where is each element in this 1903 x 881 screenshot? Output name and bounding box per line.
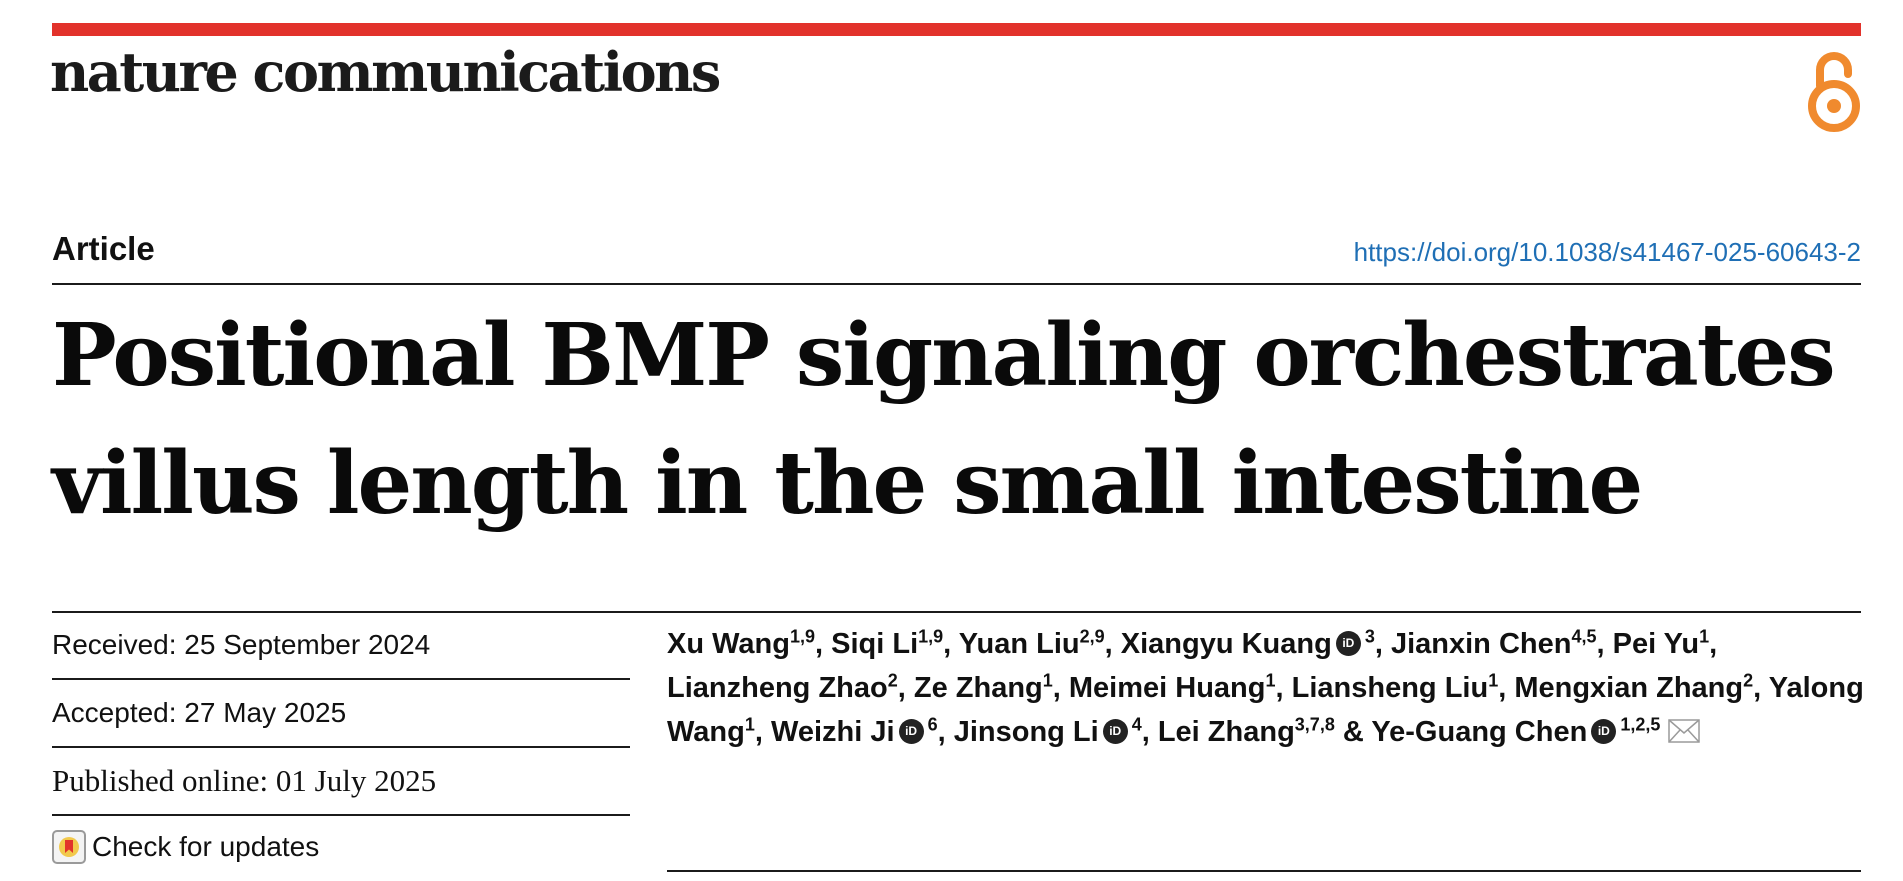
received-date: Received: 25 September 2024: [52, 612, 630, 680]
author-name[interactable]: Ze Zhang: [913, 672, 1043, 704]
author-separator: ,: [943, 628, 959, 660]
affiliation-marker: 2: [1743, 670, 1754, 691]
affiliation-marker: 2,9: [1079, 626, 1105, 647]
open-access-icon: [1808, 52, 1860, 132]
affiliation-marker: 2: [887, 670, 898, 691]
title-rule: [52, 283, 1861, 285]
author-name[interactable]: Mengxian Zhang: [1514, 672, 1744, 704]
author-separator: ,: [1753, 672, 1769, 704]
author-name[interactable]: Jinsong Li: [953, 716, 1099, 748]
affiliation-marker: 1: [744, 714, 755, 735]
affiliation-marker: 1,9: [789, 626, 815, 647]
author-separator: ,: [897, 672, 914, 704]
affiliation-marker: 4,5: [1571, 626, 1597, 647]
author-name[interactable]: Liansheng Liu: [1291, 672, 1489, 704]
affiliation-marker: 1,2,5: [1620, 714, 1661, 735]
author-name[interactable]: Lianzheng Zhao: [667, 672, 888, 704]
author-separator: ,: [754, 716, 771, 748]
author-name[interactable]: Yuan Liu: [958, 628, 1080, 660]
title-line-2: villus length in the small intestine: [52, 433, 1643, 534]
article-type: Article: [52, 230, 155, 267]
affiliation-marker: 4: [1131, 714, 1142, 735]
doi-link[interactable]: https://doi.org/10.1038/s41467-025-60643…: [1353, 237, 1861, 267]
check-for-updates-icon: [52, 830, 86, 864]
author-name[interactable]: Siqi Li: [831, 628, 919, 660]
author-name[interactable]: Pei Yu: [1612, 628, 1700, 660]
affiliation-marker: 1: [1488, 670, 1499, 691]
author-name[interactable]: Jianxin Chen: [1390, 628, 1572, 660]
published-date: Published online: 01 July 2025: [52, 748, 630, 816]
article-title: Positional BMP signaling orchestrates vi…: [52, 292, 1872, 548]
affiliation-marker: 6: [927, 714, 938, 735]
author-separator: ,: [1141, 716, 1158, 748]
author-name[interactable]: Lei Zhang: [1157, 716, 1295, 748]
affiliation-marker: 1: [1042, 670, 1053, 691]
author-name[interactable]: Meimei Huang: [1068, 672, 1266, 704]
author-separator: ,: [1275, 672, 1292, 704]
orcid-icon[interactable]: iD: [1591, 718, 1617, 744]
author-name[interactable]: Yalong Wang: [667, 672, 1864, 748]
author-list: Xu Wang1,9, Siqi Li1,9, Yuan Liu2,9, Xia…: [667, 622, 1867, 754]
authors-bottom-rule: [667, 870, 1861, 872]
author-separator: ,: [1498, 672, 1515, 704]
author-separator: ,: [1052, 672, 1069, 704]
author-name[interactable]: Ye-Guang Chen: [1371, 716, 1588, 748]
meta-rule: [52, 611, 1861, 613]
author-separator: ,: [815, 628, 832, 660]
affiliation-marker: 1,9: [918, 626, 944, 647]
author-name[interactable]: Xiangyu Kuang: [1120, 628, 1332, 660]
author-separator: &: [1334, 716, 1372, 748]
orcid-icon[interactable]: iD: [898, 718, 924, 744]
orcid-icon[interactable]: iD: [1102, 718, 1128, 744]
author-name[interactable]: Xu Wang: [667, 628, 790, 660]
journal-accent-bar: [52, 23, 1861, 36]
author-separator: ,: [937, 716, 954, 748]
check-for-updates-button[interactable]: Check for updates: [52, 830, 319, 864]
author-separator: ,: [1374, 628, 1391, 660]
affiliation-marker: 3,7,8: [1294, 714, 1335, 735]
email-icon[interactable]: [1668, 719, 1701, 744]
affiliation-marker: 1: [1265, 670, 1276, 691]
accepted-date: Accepted: 27 May 2025: [52, 680, 630, 748]
author-name[interactable]: Weizhi Ji: [771, 716, 895, 748]
check-for-updates-label: Check for updates: [92, 831, 320, 862]
author-separator: ,: [1104, 628, 1121, 660]
title-line-1: Positional BMP signaling orchestrates: [52, 305, 1836, 406]
author-separator: ,: [1596, 628, 1613, 660]
affiliation-marker: 3: [1364, 626, 1375, 647]
affiliation-marker: 1: [1699, 626, 1710, 647]
orcid-icon[interactable]: iD: [1335, 630, 1361, 656]
dates-panel: Received: 25 September 2024 Accepted: 27…: [52, 612, 630, 816]
journal-name: nature communications: [50, 40, 721, 104]
author-separator: ,: [1709, 628, 1726, 660]
